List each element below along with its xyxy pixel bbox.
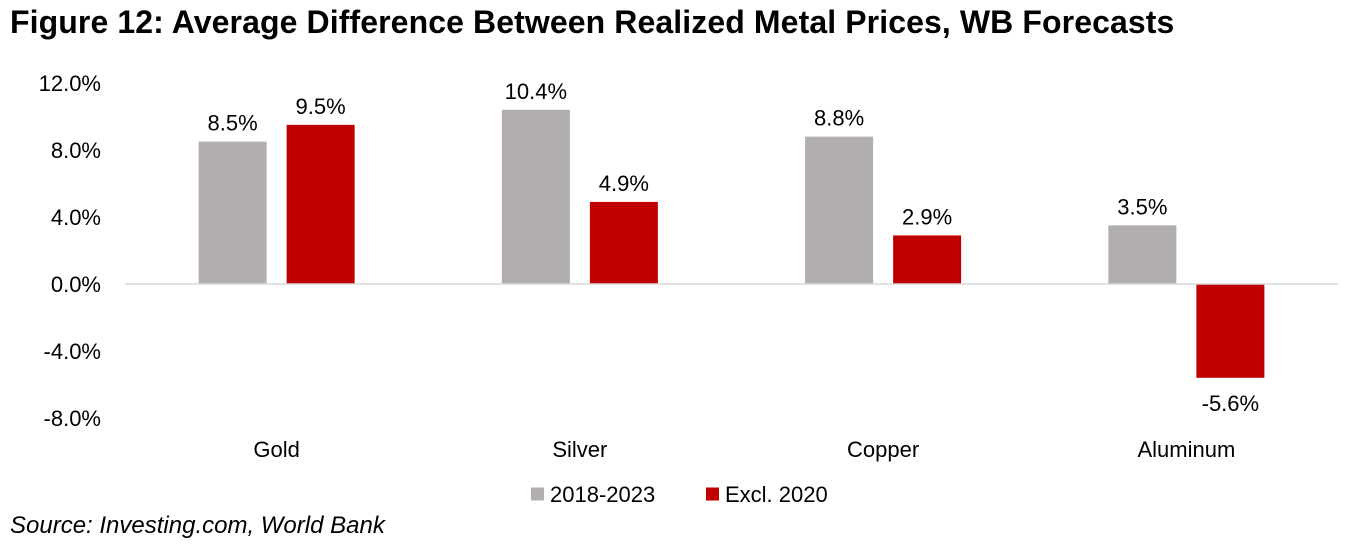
legend-label: Excl. 2020 — [725, 482, 828, 507]
bar-gold-series-2 — [286, 124, 355, 284]
legend-label: 2018-2023 — [550, 482, 655, 507]
figure-title: Figure 12: Average Difference Between Re… — [10, 4, 1175, 40]
data-label: 9.5% — [296, 94, 346, 119]
data-label: 8.5% — [208, 111, 258, 136]
x-category-label: Copper — [847, 437, 919, 462]
y-tick-label: -4.0% — [44, 339, 101, 364]
bar-copper-series-2 — [893, 235, 962, 284]
y-tick-label: 8.0% — [51, 138, 101, 163]
bar-aluminum-series-2 — [1196, 284, 1265, 378]
data-label: 4.9% — [599, 171, 649, 196]
data-label: -5.6% — [1202, 391, 1259, 416]
source-note: Source: Investing.com, World Bank — [10, 512, 385, 539]
data-labels: 8.5% 9.5% 10.4% 4.9% 8.8% 2.9% 3.5% -5.6% — [208, 79, 1260, 416]
bar-silver-series-1 — [501, 109, 570, 284]
bar-aluminum-series-1 — [1108, 225, 1177, 284]
x-category-label: Silver — [552, 437, 607, 462]
data-label: 8.8% — [814, 106, 864, 131]
bar-silver-series-2 — [589, 201, 658, 284]
y-tick-label: 0.0% — [51, 272, 101, 297]
data-label: 2.9% — [902, 204, 952, 229]
bar-copper-series-1 — [805, 136, 874, 284]
legend-swatch — [531, 487, 544, 501]
legend: 2018-2023 Excl. 2020 — [531, 482, 828, 507]
x-axis-labels: Gold Silver Copper Aluminum — [253, 437, 1235, 462]
data-label: 3.5% — [1117, 194, 1167, 219]
bar-gold-series-1 — [198, 141, 267, 284]
x-category-label: Gold — [253, 437, 299, 462]
y-tick-label: 12.0% — [39, 71, 101, 96]
bar-group — [198, 109, 1265, 378]
y-tick-label: -8.0% — [44, 406, 101, 431]
x-category-label: Aluminum — [1137, 437, 1235, 462]
data-label: 10.4% — [505, 79, 567, 104]
y-axis-ticks: 12.0% 8.0% 4.0% 0.0% -4.0% -8.0% — [39, 71, 101, 431]
y-tick-label: 4.0% — [51, 205, 101, 230]
legend-swatch — [706, 487, 719, 501]
